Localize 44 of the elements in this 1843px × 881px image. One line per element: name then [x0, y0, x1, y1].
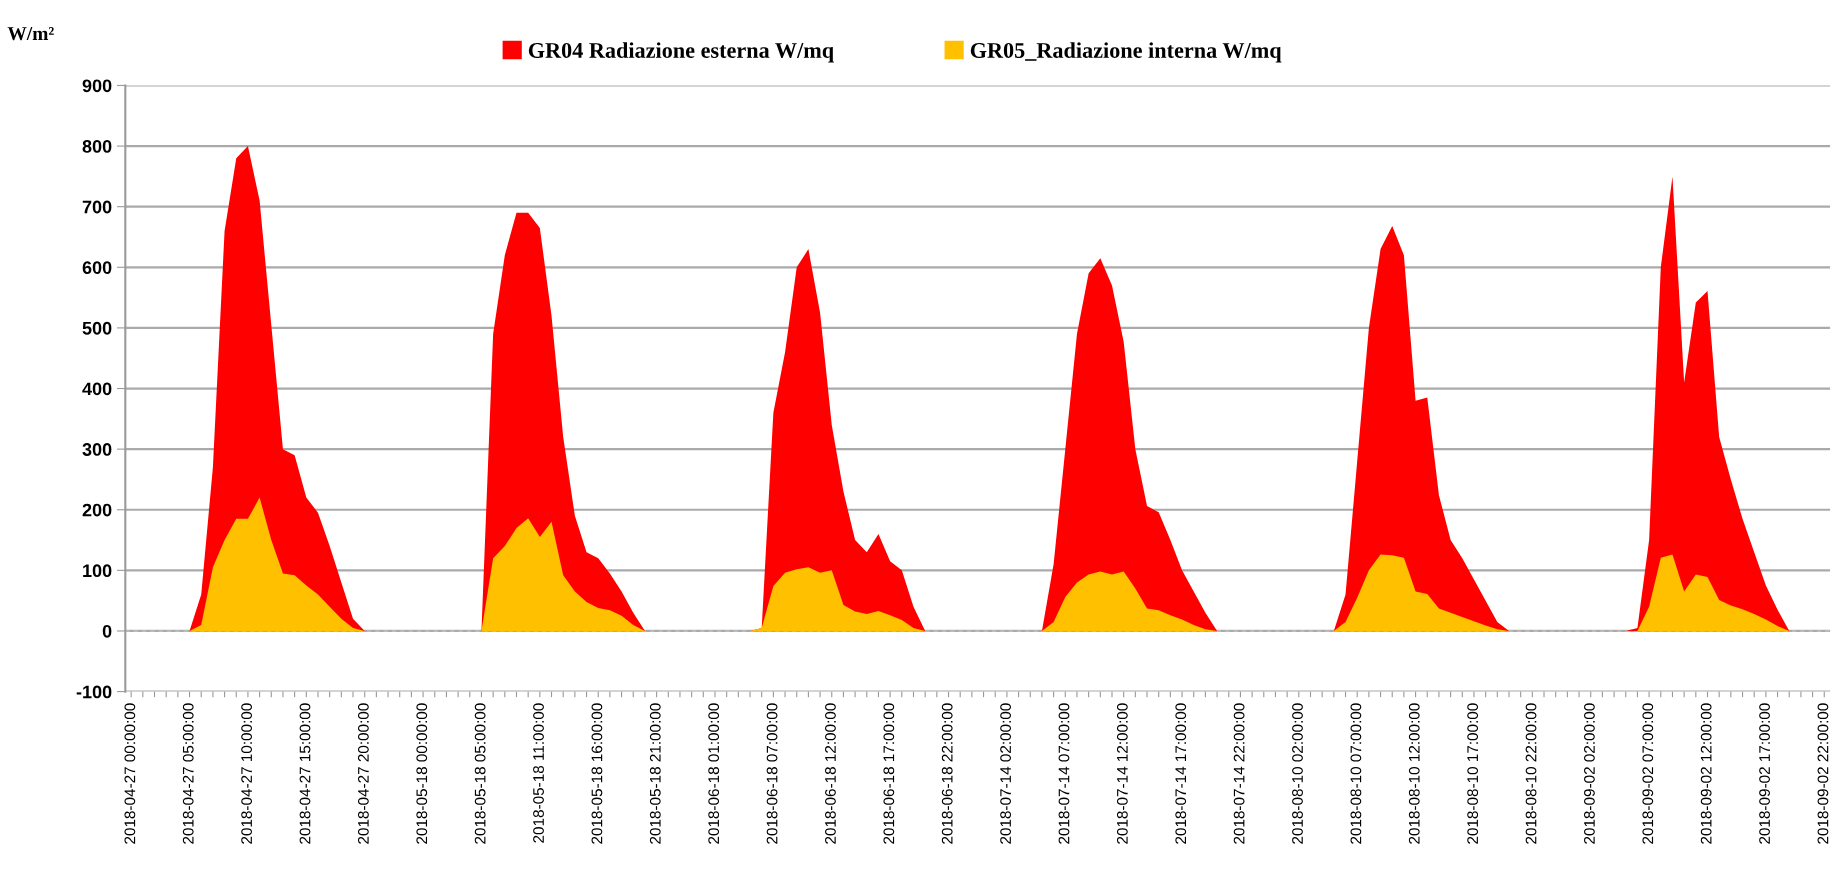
x-tick-label: 2018-04-27 05:00:00 — [182, 703, 194, 844]
x-tick-label: 2018-04-27 20:00:00 — [357, 703, 369, 844]
x-tick-label: 2018-07-14 22:00:00 — [1233, 703, 1245, 844]
y-tick-label: 0 — [102, 624, 112, 638]
x-tick-label: 2018-06-18 17:00:00 — [883, 703, 895, 844]
x-tick-label: 2018-06-18 22:00:00 — [941, 703, 953, 844]
x-tick-label: 2018-08-10 12:00:00 — [1408, 703, 1420, 844]
x-tick-label: 2018-08-10 02:00:00 — [1292, 703, 1303, 844]
x-tick-label: 2018-09-02 22:00:00 — [1817, 703, 1829, 844]
x-tick-label: 2018-05-18 05:00:00 — [474, 703, 486, 844]
y-tick-label: 300 — [82, 443, 112, 456]
x-tick-label: 2018-09-02 02:00:00 — [1584, 703, 1595, 844]
x-tick-label: 2018-09-02 12:00:00 — [1700, 703, 1712, 844]
x-tick-label: 2018-04-27 00:00:00 — [124, 703, 136, 844]
x-tick-label: 2018-07-14 02:00:00 — [1000, 703, 1011, 844]
x-tick-label: 2018-05-18 00:00:00 — [416, 703, 428, 844]
legend-label: GR04 Radiazione esterna W/mq — [528, 42, 834, 63]
x-tick-label: 2018-07-14 17:00:00 — [1175, 703, 1187, 844]
y-tick-label: 200 — [82, 503, 112, 517]
y-tick-label: 700 — [82, 200, 112, 214]
x-tick-label: 2018-04-27 15:00:00 — [299, 703, 311, 844]
y-tick-label: 900 — [82, 79, 112, 93]
x-tick-label: 2018-05-18 11:00:00 — [533, 703, 544, 843]
x-tick-label: 2018-07-14 12:00:00 — [1116, 703, 1128, 844]
y-tick-label: -100 — [76, 685, 112, 699]
x-tick-label: 2018-06-18 01:00:00 — [708, 703, 720, 844]
y-tick-label: 500 — [82, 321, 112, 335]
y-axis-title: W/m² — [7, 27, 54, 41]
x-tick-label: 2018-06-18 07:00:00 — [766, 703, 778, 844]
x-tick-label: 2018-09-02 07:00:00 — [1642, 703, 1654, 844]
x-tick-label: 2018-08-10 17:00:00 — [1467, 703, 1479, 844]
x-tick-label: 2018-07-14 07:00:00 — [1058, 703, 1070, 844]
x-tick-label: 2018-06-18 12:00:00 — [825, 703, 836, 844]
legend-label: GR05_Radiazione interna W/mq — [970, 42, 1282, 63]
y-tick-label: 400 — [82, 382, 112, 396]
x-tick-label: 2018-08-10 22:00:00 — [1525, 703, 1537, 844]
x-tick-label: 2018-08-10 07:00:00 — [1350, 703, 1362, 844]
x-tick-label: 2018-09-02 17:00:00 — [1759, 703, 1770, 844]
x-tick-label: 2018-04-27 10:00:00 — [241, 703, 253, 844]
y-tick-label: 800 — [82, 140, 112, 153]
x-tick-label: 2018-05-18 16:00:00 — [591, 703, 603, 844]
y-tick-label: 100 — [83, 564, 112, 578]
y-tick-label: 600 — [82, 261, 112, 275]
x-tick-label: 2018-05-18 21:00:00 — [649, 703, 661, 844]
